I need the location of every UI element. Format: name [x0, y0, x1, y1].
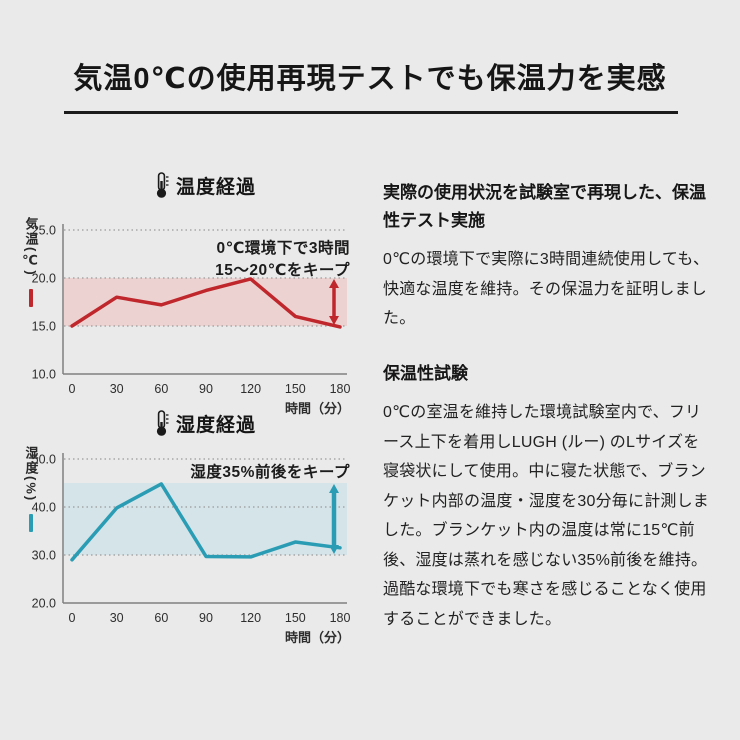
x-axis-title: 時間（分） [285, 630, 350, 645]
x-tick-label: 0 [69, 382, 76, 396]
temperature-annotation: 0℃環境下で3時間 [216, 238, 350, 257]
x-tick-label: 90 [199, 382, 213, 396]
thermometer-icon [156, 410, 169, 436]
section-heading: 実際の使用状況を試験室で再現した、保温性テスト実施 [383, 183, 706, 231]
x-tick-label: 120 [240, 382, 261, 396]
x-tick-label: 180 [330, 611, 351, 625]
temperature-legend-mark [29, 288, 33, 307]
temperature-annotation: 15〜20℃をキープ [215, 260, 350, 279]
temperature-line [70, 277, 342, 329]
y-tick-label: 50.0 [32, 453, 56, 467]
title-underline [64, 111, 678, 114]
x-tick-label: 30 [110, 611, 124, 625]
chart-title: 湿度経過 [175, 415, 256, 436]
section-body: 0℃の環境下で実際に3時間連続使用しても、快適な温度を維持。その保温力を証明しま… [383, 251, 710, 327]
page-title: 気温0℃の使用再現テストでも保温力を実感 [73, 63, 667, 95]
y-tick-label: 40.0 [32, 501, 56, 515]
x-tick-label: 60 [154, 382, 168, 396]
arrow-head-up [329, 484, 339, 493]
y-tick-label: 25.0 [32, 224, 56, 238]
section-heading: 保温性試験 [383, 364, 468, 384]
section-body: 0℃の室温を維持した環境試験室内で、フリース上下を着用しLUGH (ルー) のL… [383, 404, 709, 628]
description-column: 実際の使用状況を試験室で再現した、保温性テスト実施 0℃の環境下で実際に3時間連… [383, 179, 715, 634]
temperature-y-axis-title: 気温(℃) [18, 217, 44, 307]
y-tick-label: 15.0 [32, 320, 56, 334]
x-tick-label: 120 [240, 611, 261, 625]
arrow-head-down [329, 316, 339, 325]
x-tick-label: 90 [199, 611, 213, 625]
x-tick-label: 180 [330, 382, 351, 396]
y-axis-label: 湿度(%) [23, 446, 39, 503]
x-tick-label: 0 [69, 611, 76, 625]
chart-title: 温度経過 [175, 177, 256, 198]
thermometer-icon [156, 172, 169, 198]
y-axis-label: 気温(℃) [23, 217, 39, 277]
x-tick-label: 150 [285, 382, 306, 396]
humidity-chart-header: 湿度経過 [20, 410, 390, 437]
x-axis-title: 時間（分） [285, 401, 350, 416]
arrow-head-up [329, 279, 339, 288]
x-tick-label: 30 [110, 382, 124, 396]
y-tick-label: 20.0 [32, 597, 56, 611]
arrow-head-down [329, 545, 339, 554]
humidity-y-axis-title: 湿度(%) [18, 446, 44, 533]
y-tick-label: 10.0 [32, 368, 56, 382]
humidity-annotation: 湿度35%前後をキープ [189, 462, 350, 481]
humidity-chart-plot: 50.0 40.0 30.0 20.0 0 30 60 90 120 150 180 時間（分） 湿度3… [32, 453, 351, 646]
humidity-line [70, 482, 342, 562]
x-tick-label: 60 [154, 611, 168, 625]
temperature-chart-plot: 25.0 20.0 15.0 10.0 0 30 60 90 120 150 180 時間（分） 0℃環… [32, 224, 351, 417]
temperature-chart-header: 温度経過 [20, 172, 390, 199]
x-tick-label: 150 [285, 611, 306, 625]
humidity-legend-mark [29, 514, 33, 533]
y-tick-label: 30.0 [32, 549, 56, 563]
y-tick-label: 20.0 [32, 272, 56, 286]
